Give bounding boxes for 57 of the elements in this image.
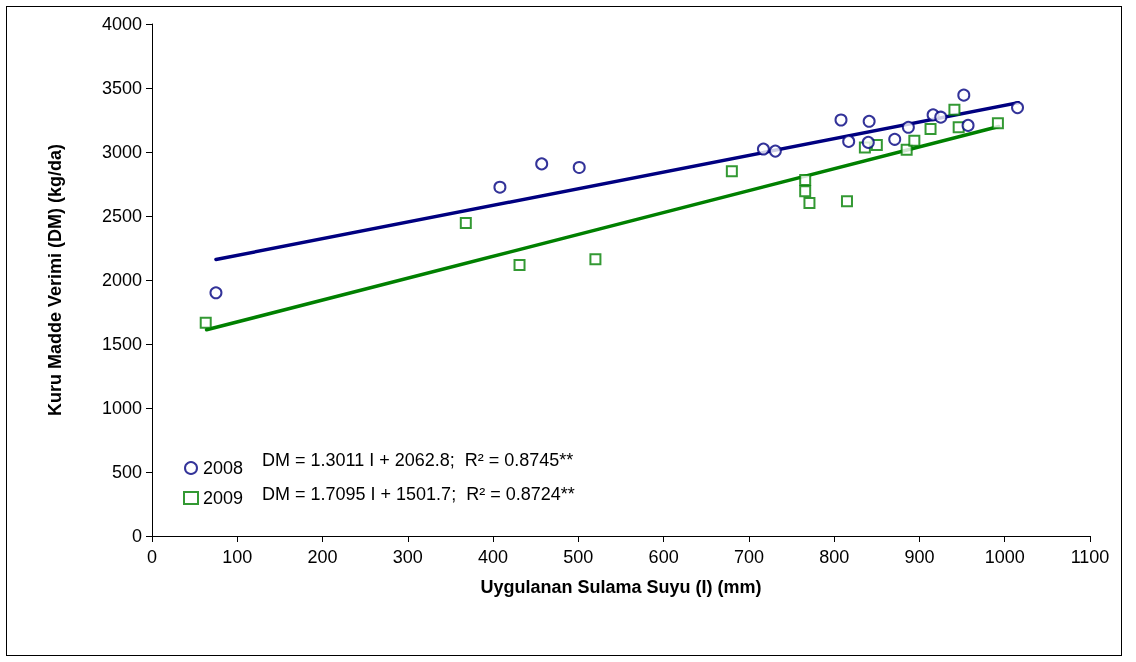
y-tick-label: 1000 [101, 398, 142, 418]
point [756, 142, 770, 156]
y-tick-label: 3500 [101, 78, 142, 98]
point [991, 117, 1004, 130]
point [948, 103, 961, 116]
y-tick-label: 0 [131, 526, 142, 546]
x-tick-label: 200 [307, 547, 338, 567]
y-tick-label: 4000 [101, 14, 142, 34]
legend-label: 2008 [203, 458, 244, 478]
point [901, 120, 915, 134]
y-tick-label: 500 [111, 462, 142, 482]
y-tick-label: 2500 [101, 206, 142, 226]
point [535, 157, 549, 171]
point [803, 196, 816, 209]
x-tick-label: 0 [146, 547, 158, 567]
point [799, 185, 812, 198]
point [840, 195, 853, 208]
point [459, 217, 472, 230]
point [209, 286, 223, 300]
point [834, 113, 848, 127]
y-tick-label: 2000 [101, 270, 142, 290]
point [572, 160, 586, 174]
x-tick-label: 800 [819, 547, 850, 567]
point [924, 122, 937, 135]
point [861, 135, 875, 149]
x-tick-label: 700 [733, 547, 764, 567]
point [842, 134, 856, 148]
x-tick-label: 400 [478, 547, 509, 567]
x-tick-label: 100 [222, 547, 253, 567]
point [862, 114, 876, 128]
point [957, 88, 971, 102]
x-tick-label: 1000 [984, 547, 1025, 567]
point [961, 118, 975, 132]
y-axis-title: Kuru Madde Verimi (DM) (kg/da) [45, 143, 65, 417]
point [513, 258, 526, 271]
y-tick-label: 1500 [101, 334, 142, 354]
x-tick-label: 1100 [1070, 547, 1110, 567]
x-axis-title: Uygulanan Sulama Suyu (I) (mm) [480, 577, 762, 597]
point [1011, 101, 1025, 115]
x-tick-label: 300 [392, 547, 423, 567]
point [589, 253, 602, 266]
x-tick-label: 900 [904, 547, 935, 567]
point [799, 173, 812, 186]
x-tick-label: 500 [563, 547, 594, 567]
point [908, 134, 921, 147]
y-tick-label: 3000 [101, 142, 142, 162]
x-tick-label: 600 [648, 547, 679, 567]
point [888, 132, 902, 146]
annotation: DM = 1.3011 I + 2062.8; R² = 0.8745** [262, 450, 574, 470]
point [725, 165, 738, 178]
legend-label: 2009 [203, 488, 244, 508]
point [199, 316, 212, 329]
point [493, 180, 507, 194]
point [900, 143, 913, 156]
point [768, 144, 782, 158]
point [934, 110, 948, 124]
annotation: DM = 1.7095 I + 1501.7; R² = 0.8724** [262, 484, 575, 504]
